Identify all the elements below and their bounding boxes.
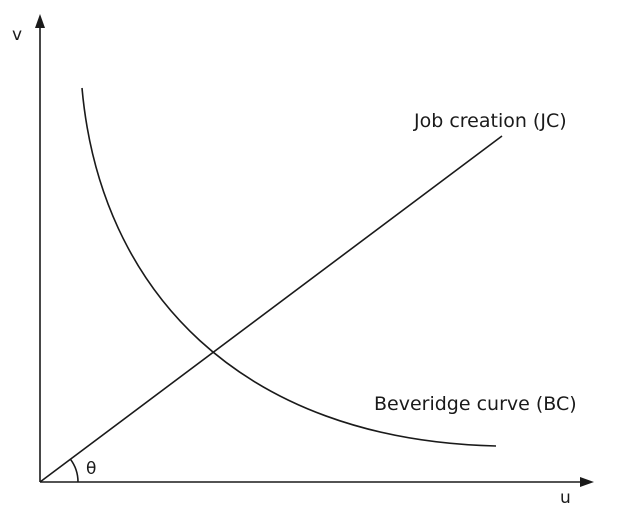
job-creation-label: Job creation (JC): [413, 110, 567, 132]
job-creation-line: [39, 135, 503, 483]
beveridge-curve: [81, 87, 497, 447]
y-axis-label: v: [12, 25, 22, 45]
x-axis-arrowhead: [580, 477, 594, 487]
theta-label: θ: [86, 459, 96, 479]
theta-arc: [69, 458, 79, 483]
x-axis-label: u: [560, 488, 571, 508]
beveridge-curve-label: Beveridge curve (BC): [374, 393, 577, 415]
y-axis-arrowhead: [35, 14, 45, 28]
